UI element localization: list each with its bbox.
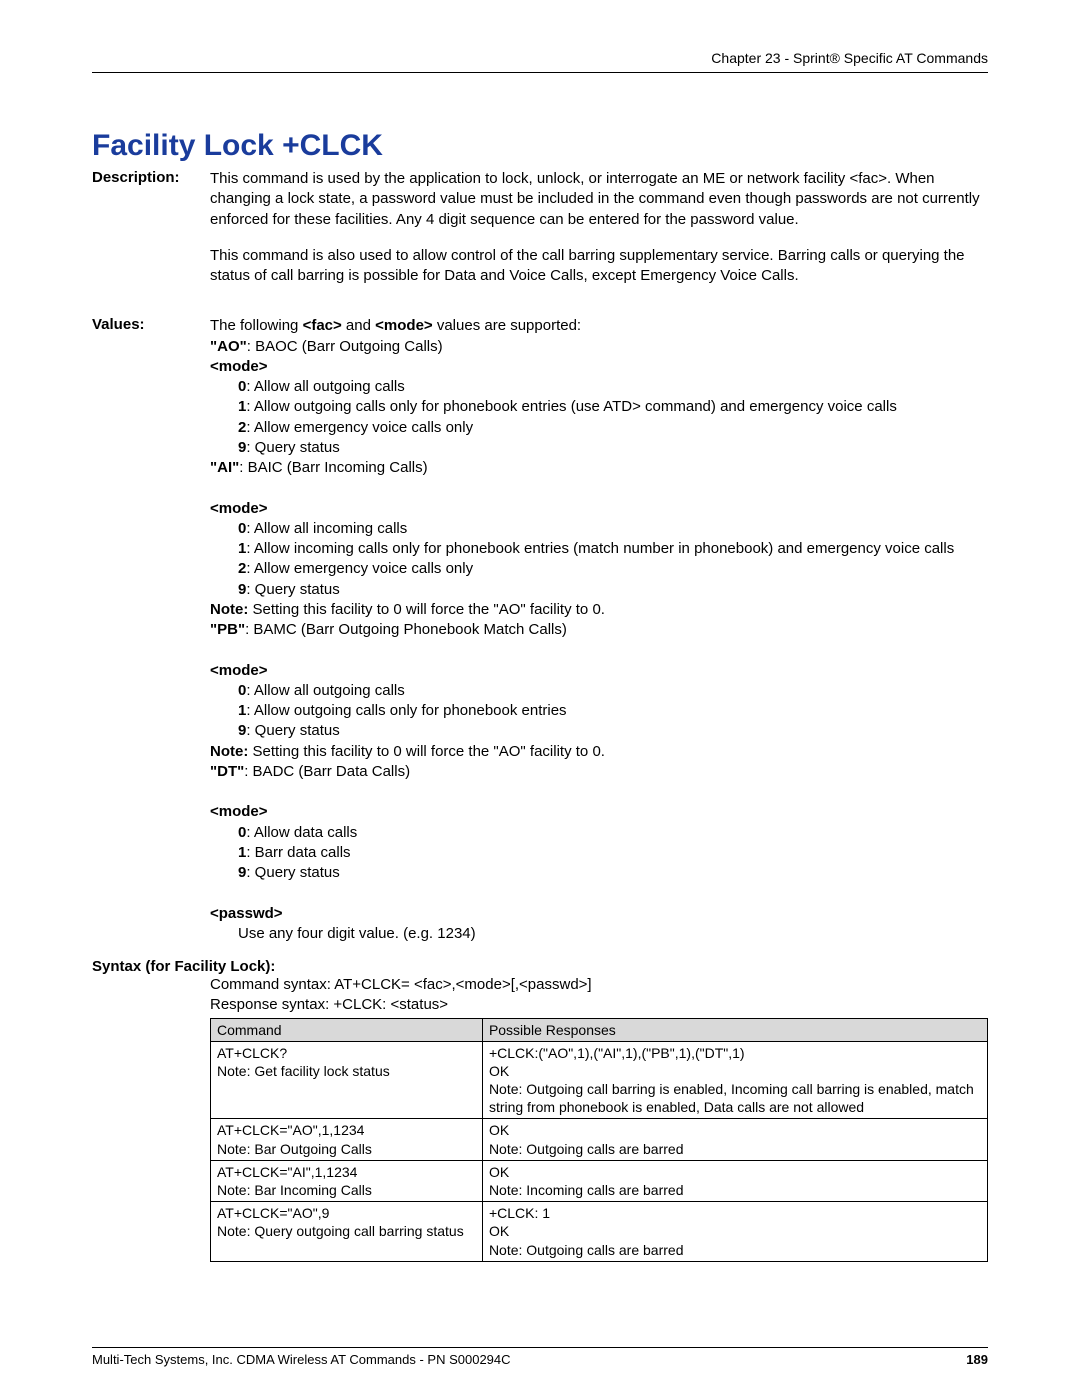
syntax-label: Syntax (for Facility Lock): [92,958,988,975]
mode-label: <mode> [210,357,988,377]
values-section: Values: The following <fac> and <mode> v… [92,316,988,944]
fac-dt: "DT": BADC (Barr Data Calls) [210,762,988,782]
syntax-table: Command Possible Responses AT+CLCK?Note:… [210,1018,988,1262]
table-row: AT+CLCK?Note: Get facility lock status +… [211,1041,988,1119]
page-number: 189 [966,1352,988,1367]
description-label: Description: [92,169,210,302]
syntax-resp: Response syntax: +CLCK: <status> [210,995,988,1015]
description-p2: This command is also used to allow contr… [210,246,988,287]
table-h1: Command [211,1018,483,1041]
page-header: Chapter 23 - Sprint® Specific AT Command… [92,50,988,73]
ai-modes: 0: Allow all incoming calls 1: Allow inc… [210,519,988,600]
fac-pb: "PB": BAMC (Barr Outgoing Phonebook Matc… [210,620,988,640]
syntax-cmd: Command syntax: AT+CLCK= <fac>,<mode>[,<… [210,975,988,995]
mode-label-2: <mode> [210,499,988,519]
table-h2: Possible Responses [482,1018,987,1041]
mode-label-4: <mode> [210,802,988,822]
pb-note: Note: Setting this facility to 0 will fo… [210,742,988,762]
passwd-text: Use any four digit value. (e.g. 1234) [210,924,988,944]
table-row: AT+CLCK="AO",9Note: Query outgoing call … [211,1202,988,1262]
table-row: AT+CLCK="AO",1,1234Note: Bar Outgoing Ca… [211,1119,988,1160]
values-label: Values: [92,316,210,944]
ao-modes: 0: Allow all outgoing calls 1: Allow out… [210,377,988,458]
pb-modes: 0: Allow all outgoing calls 1: Allow out… [210,681,988,742]
description-section: Description: This command is used by the… [92,169,988,302]
fac-ai: "AI": BAIC (Barr Incoming Calls) [210,458,988,478]
dt-modes: 0: Allow data calls 1: Barr data calls 9… [210,823,988,884]
fac-ao: "AO": BAOC (Barr Outgoing Calls) [210,337,988,357]
passwd-label: <passwd> [210,904,988,924]
ai-note: Note: Setting this facility to 0 will fo… [210,600,988,620]
values-intro: The following <fac> and <mode> values ar… [210,316,988,336]
page-title: Facility Lock +CLCK [92,129,988,163]
mode-label-3: <mode> [210,661,988,681]
footer-text: Multi-Tech Systems, Inc. CDMA Wireless A… [92,1352,511,1367]
table-row: AT+CLCK="AI",1,1234Note: Bar Incoming Ca… [211,1160,988,1201]
description-p1: This command is used by the application … [210,169,988,230]
page-footer: Multi-Tech Systems, Inc. CDMA Wireless A… [92,1347,988,1367]
